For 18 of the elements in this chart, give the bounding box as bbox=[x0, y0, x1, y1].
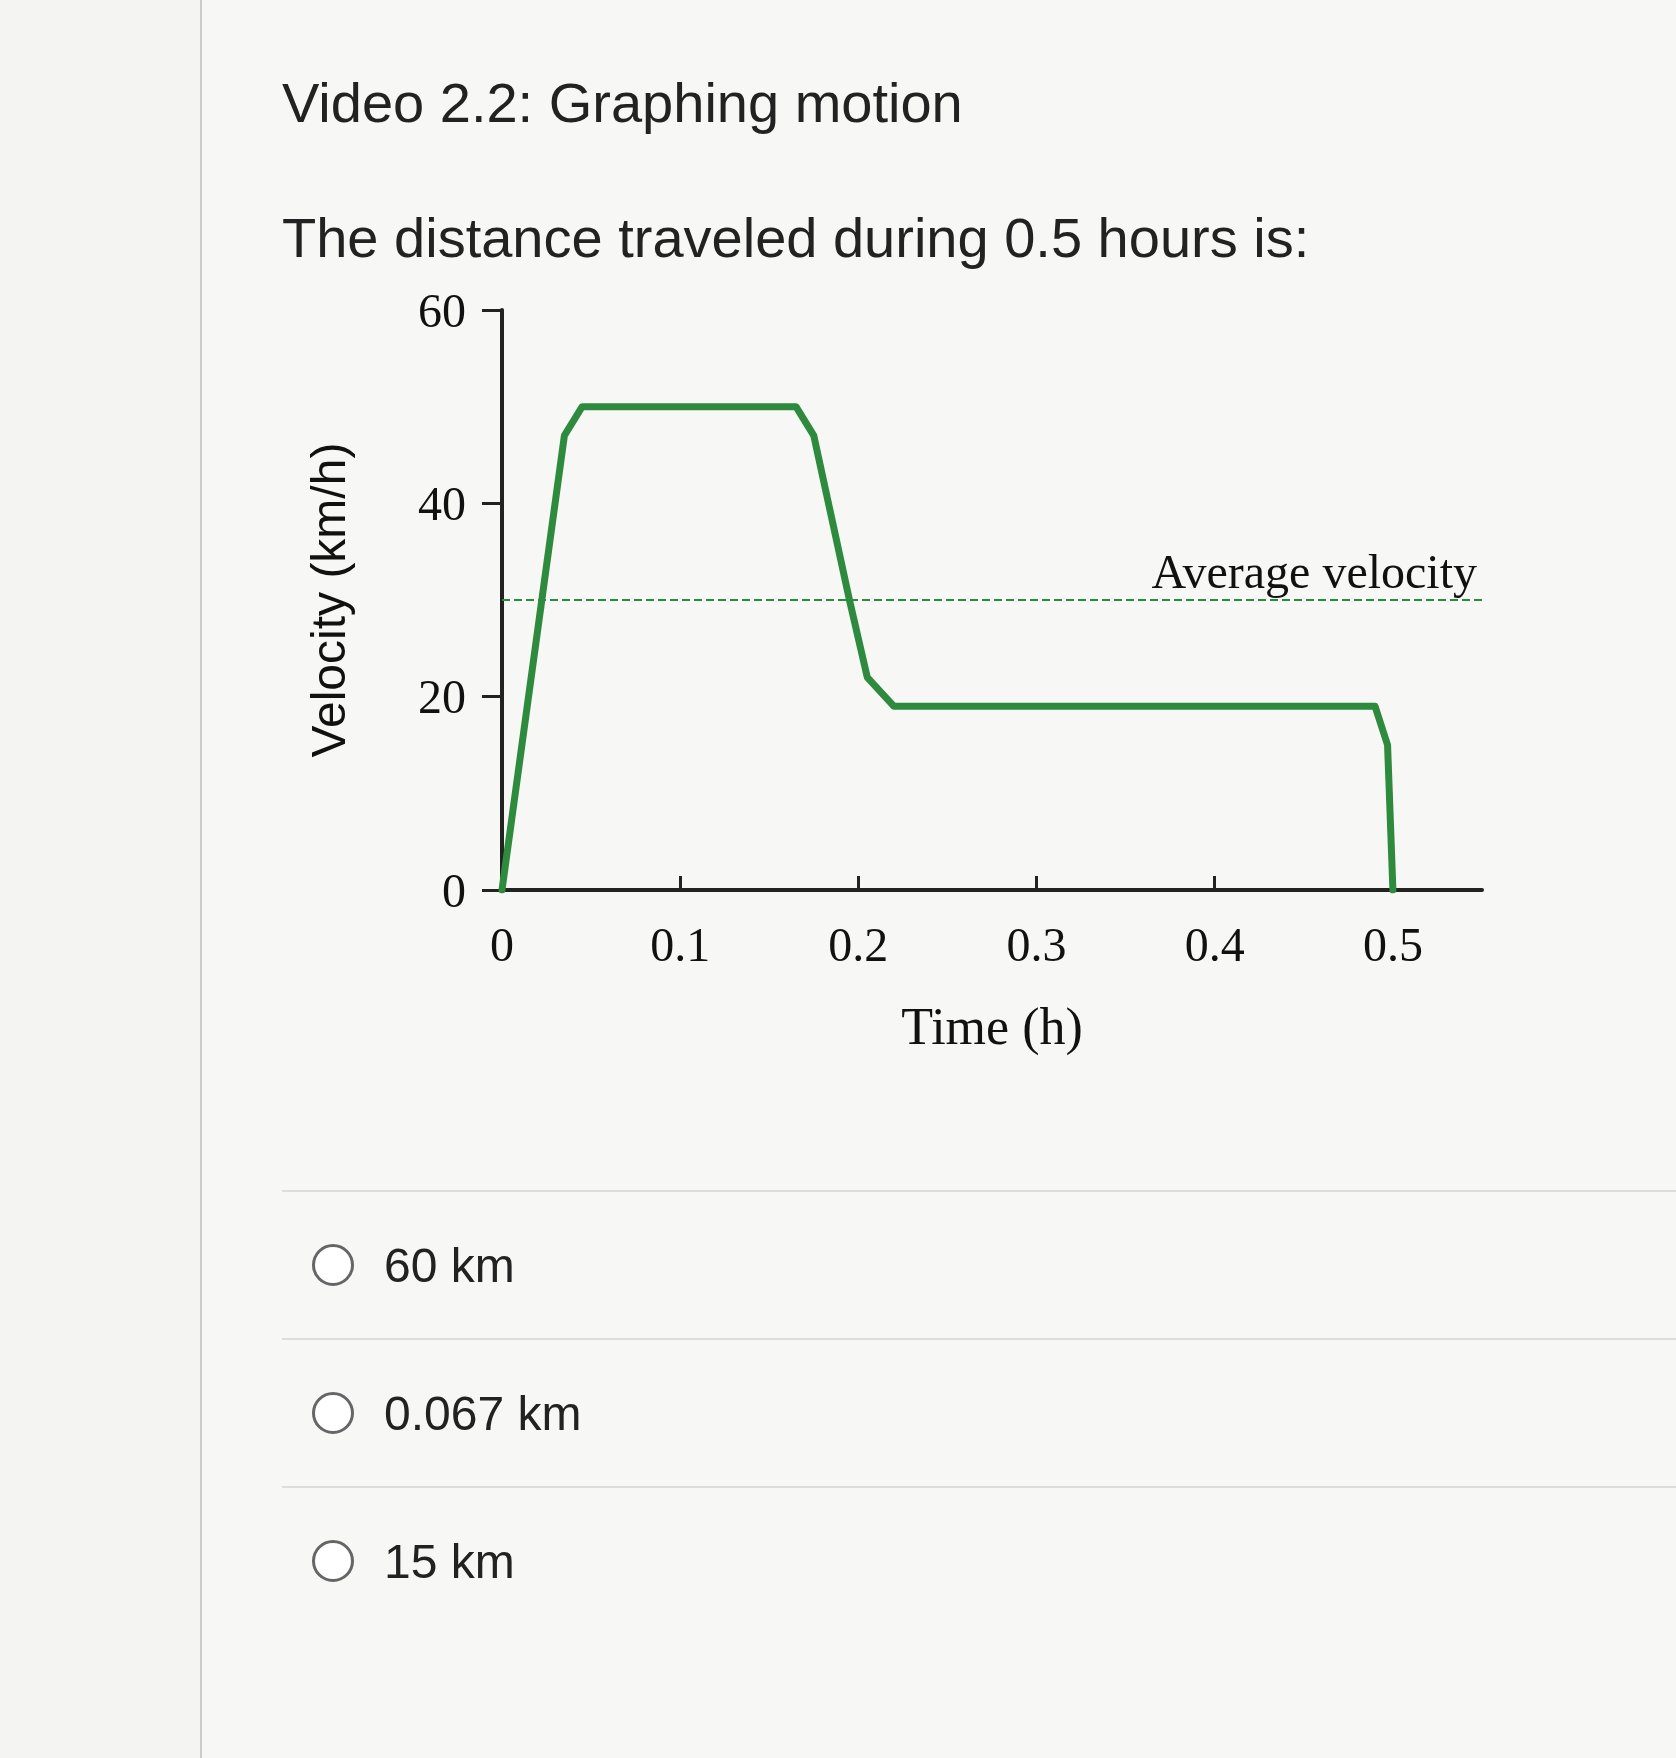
ref-line-label: Average velocity bbox=[1151, 544, 1477, 598]
y-tick-label: 40 bbox=[418, 476, 466, 530]
text: 0.067 km bbox=[384, 1385, 582, 1441]
chart-subtitle: The distance traveled during 0.5 hours is: bbox=[282, 205, 1311, 270]
y-tick-label: 0 bbox=[442, 863, 466, 917]
y-tick-label: 60 bbox=[418, 283, 466, 337]
x-tick-label: 0.1 bbox=[650, 917, 711, 971]
x-tick-label: 0.4 bbox=[1184, 917, 1245, 971]
y-tick-label: 20 bbox=[418, 670, 466, 724]
x-tick-label: 0.2 bbox=[828, 917, 889, 971]
chart-title: Video 2.2: Graphing motion bbox=[282, 70, 964, 135]
x-tick-label: 0.3 bbox=[1006, 917, 1067, 971]
y-axis-title: Velocity (km/h) bbox=[301, 442, 355, 758]
text: 15 km bbox=[384, 1533, 515, 1589]
x-tick-label: 0 bbox=[490, 917, 514, 971]
x-tick-label: 0.5 bbox=[1362, 917, 1423, 971]
x-axis-title: Time (h) bbox=[901, 997, 1083, 1056]
text: 60 km bbox=[384, 1237, 515, 1293]
